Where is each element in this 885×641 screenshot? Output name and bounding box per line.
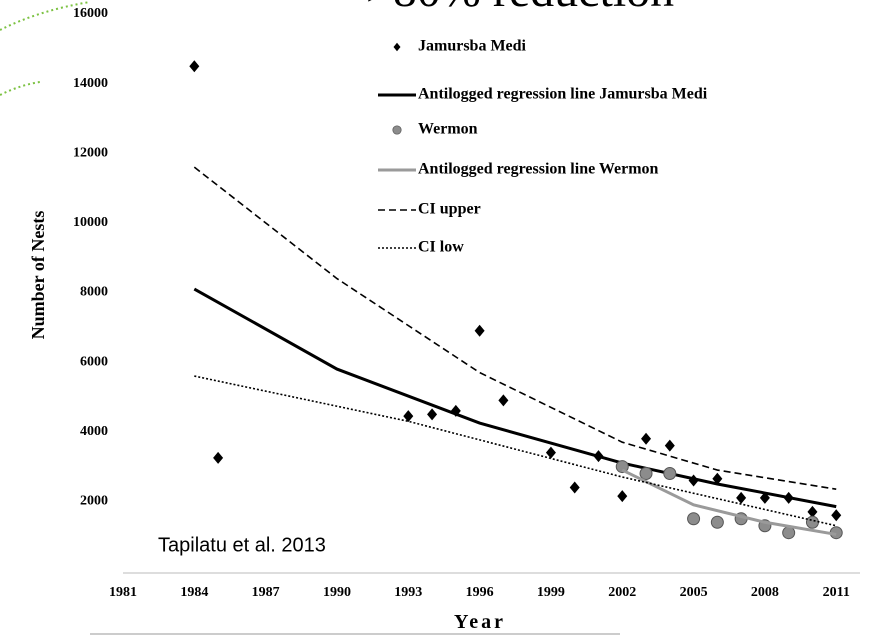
data-point — [545, 446, 556, 459]
x-tick-label: 1993 — [394, 585, 422, 600]
data-point — [474, 324, 485, 337]
x-tick-label: 2008 — [751, 585, 779, 600]
data-point — [427, 408, 438, 421]
x-tick-label: 1981 — [109, 585, 137, 600]
data-point — [615, 460, 629, 474]
citation: Tapilatu et al. 2013 — [158, 534, 326, 556]
regression-line — [193, 287, 837, 509]
data-point — [663, 467, 677, 481]
regression-line — [194, 375, 837, 527]
x-tick-label: 1984 — [180, 585, 208, 600]
legend-marker — [393, 42, 401, 52]
x-tick-label: 1996 — [466, 585, 494, 600]
decoration — [0, 1, 91, 31]
y-axis-label: Number of Nests — [28, 211, 48, 340]
y-tick-label: 12000 — [73, 145, 108, 160]
legend-label: Jamursba Medi — [418, 38, 527, 55]
y-tick-label: 14000 — [73, 76, 108, 91]
y-tick-label: 16000 — [73, 6, 108, 21]
data-point — [664, 439, 675, 452]
legend-label: Wermon — [418, 121, 478, 138]
data-point — [687, 512, 701, 526]
y-tick-label: 8000 — [80, 285, 108, 300]
data-point — [712, 472, 723, 485]
x-tick-label: 2005 — [680, 585, 708, 600]
legend-label: Antilogged regression line Wermon — [418, 161, 659, 178]
regression-line — [621, 468, 837, 536]
legend-label: CI upper — [418, 201, 481, 218]
data-point — [807, 505, 818, 518]
decoration — [0, 81, 41, 96]
data-point — [498, 394, 509, 407]
data-point — [639, 467, 653, 481]
legend-marker — [392, 125, 402, 135]
data-point — [617, 490, 628, 503]
data-point — [736, 491, 747, 504]
x-tick-label: 1999 — [537, 585, 565, 600]
data-point — [641, 432, 652, 445]
data-point — [403, 410, 414, 423]
slide-title: >80% reduction — [366, 0, 674, 17]
data-point — [569, 481, 580, 494]
y-tick-label: 4000 — [80, 424, 108, 439]
x-tick-label: 1990 — [323, 585, 351, 600]
data-point — [189, 60, 200, 73]
legend-label: CI low — [418, 239, 464, 256]
data-point — [831, 509, 842, 522]
x-tick-label: 1987 — [252, 585, 280, 600]
data-point — [710, 515, 724, 529]
y-tick-label: 6000 — [80, 354, 108, 369]
y-tick-label: 10000 — [73, 215, 108, 230]
legend-label: Antilogged regression line Jamursba Medi — [418, 86, 708, 103]
data-point — [213, 451, 224, 464]
data-point — [805, 515, 819, 529]
regression-line — [193, 166, 837, 490]
y-tick-label: 2000 — [80, 494, 108, 509]
x-tick-label: 2011 — [823, 585, 850, 600]
x-axis-label: Year — [454, 611, 506, 633]
x-tick-label: 2002 — [608, 585, 636, 600]
